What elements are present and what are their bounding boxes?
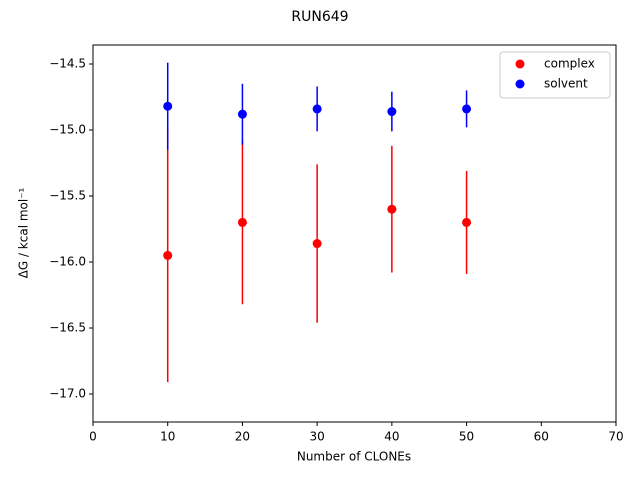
x-tick-label: 60 — [534, 430, 549, 444]
y-tick-label: −15.5 — [49, 189, 86, 203]
y-tick-label: −15.0 — [49, 123, 86, 137]
x-tick-label: 40 — [384, 430, 399, 444]
point — [387, 107, 397, 117]
point — [237, 217, 247, 227]
y-tick-label: −17.0 — [49, 387, 86, 401]
point — [237, 109, 247, 119]
x-tick-label: 70 — [608, 430, 623, 444]
legend-marker — [515, 59, 525, 69]
x-axis-label: Number of CLONEs — [297, 450, 411, 464]
chart-title: RUN649 — [291, 9, 348, 25]
legend-label: complex — [544, 57, 595, 71]
x-tick-label: 0 — [89, 430, 97, 444]
point — [462, 217, 472, 227]
point — [387, 204, 397, 214]
legend-marker — [515, 79, 525, 89]
x-tick-label: 20 — [235, 430, 250, 444]
legend-label: solvent — [544, 77, 588, 91]
point — [312, 104, 322, 114]
point — [312, 239, 322, 249]
y-tick-label: −16.5 — [49, 321, 86, 335]
point — [462, 104, 472, 114]
point — [163, 101, 173, 111]
x-tick-label: 10 — [160, 430, 175, 444]
y-tick-label: −16.0 — [49, 255, 86, 269]
legend-box — [499, 51, 611, 99]
x-tick-label: 30 — [310, 430, 325, 444]
x-tick-label: 50 — [459, 430, 474, 444]
y-axis-label: ΔG / kcal mol⁻¹ — [17, 187, 31, 278]
y-tick-label: −14.5 — [49, 57, 86, 71]
point — [163, 250, 173, 260]
plot-frame — [92, 44, 617, 423]
